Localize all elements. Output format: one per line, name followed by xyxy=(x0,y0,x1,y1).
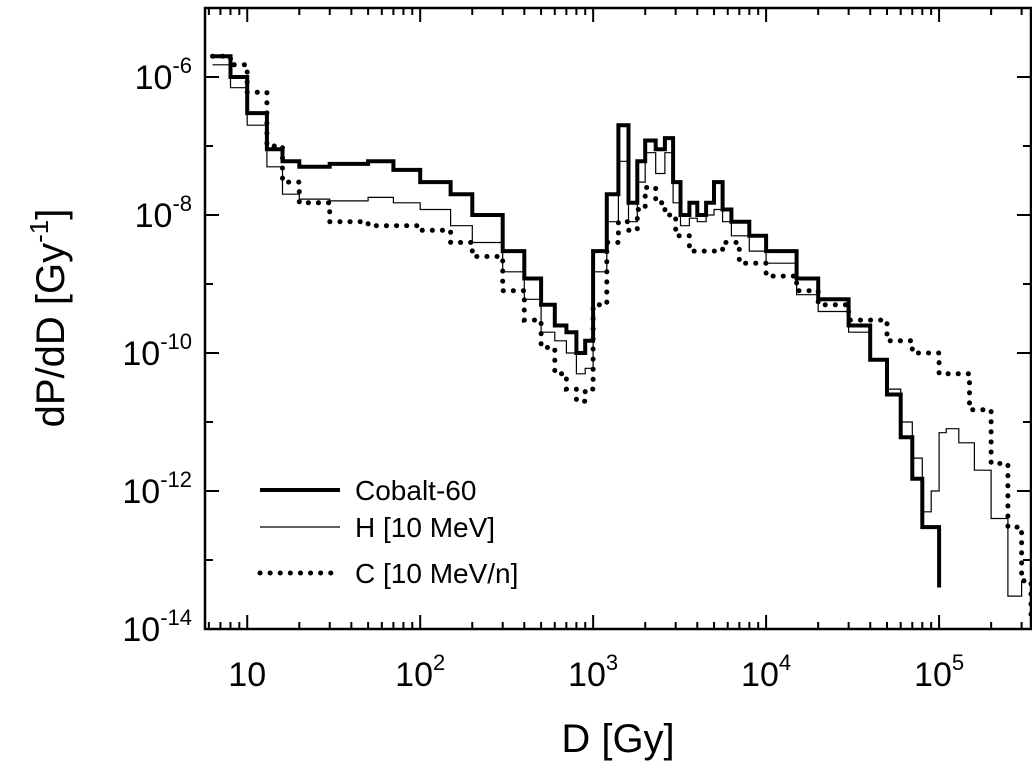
y-tick-labels: 10-6 10-8 10-10 10-12 10-14 xyxy=(122,53,192,649)
y-tick-label: 10-6 xyxy=(135,53,192,97)
x-tick-labels: 10 102 103 104 105 xyxy=(228,650,964,694)
x-axis-title: D [Gy] xyxy=(561,717,674,761)
legend: Cobalt-60 H [10 MeV] C [10 MeV/n] xyxy=(257,475,518,589)
y-axis-title: dP/dD [Gy-1] xyxy=(24,209,73,428)
y-tick-label: 10-10 xyxy=(122,329,192,373)
x-tick-label: 103 xyxy=(568,650,618,694)
series-layer xyxy=(210,53,1032,620)
legend-label-1: Cobalt-60 xyxy=(355,475,476,506)
legend-label-2: H [10 MeV] xyxy=(355,512,495,543)
y-tick-label: 10-8 xyxy=(135,191,192,235)
y-tick-label: 10-12 xyxy=(122,467,192,511)
y-tick-label: 10-14 xyxy=(122,605,192,649)
x-tick-label: 102 xyxy=(395,650,445,694)
x-tick-label: 104 xyxy=(741,650,791,694)
plot-frame xyxy=(203,6,1032,631)
series-line-2 xyxy=(212,64,1023,597)
x-tick-label: 10 xyxy=(228,656,266,694)
x-tick-label: 105 xyxy=(914,650,964,694)
series-line-3 xyxy=(210,53,1032,620)
legend-label-3: C [10 MeV/n] xyxy=(355,558,518,589)
